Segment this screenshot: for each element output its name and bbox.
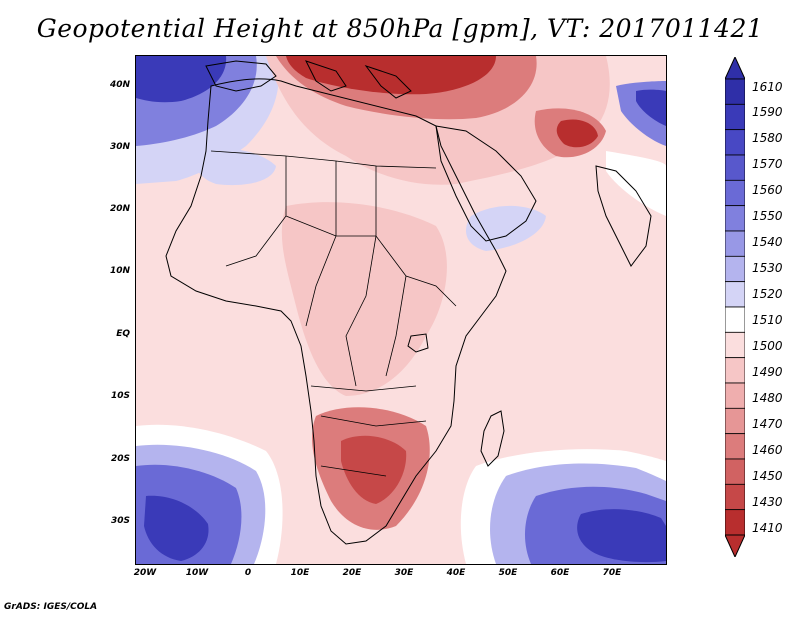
colorbar-swatch xyxy=(725,458,745,485)
lon-label-70e: 70E xyxy=(602,568,622,578)
colorbar-swatch xyxy=(725,382,745,409)
contour-blue-himalaya-deep xyxy=(636,89,666,126)
lat-label-30n: 30N xyxy=(109,142,130,152)
india-outline xyxy=(595,165,652,267)
lon-label-0: 0 xyxy=(244,568,252,578)
colorbar-label-1530: 1530 xyxy=(752,261,783,275)
colorbar-swatch xyxy=(725,230,745,257)
contour-red-southern-africa-deep xyxy=(341,435,407,504)
colorbar-label-1470: 1470 xyxy=(752,417,783,431)
colorbar-label-1560: 1560 xyxy=(752,183,783,197)
contour-red-mediterranean-deep xyxy=(286,56,496,95)
contour-blue-south-indian-deep xyxy=(577,509,666,563)
contour-blue-arabian-sea xyxy=(466,205,546,251)
colorbar-swatch xyxy=(725,306,745,333)
colorbar-swatch xyxy=(725,205,745,232)
lat-label-40n: 40N xyxy=(109,80,130,90)
colorbar-swatch xyxy=(725,509,745,536)
lon-label-30e: 30E xyxy=(394,568,414,578)
colorbar-label-1490: 1490 xyxy=(752,365,783,379)
lon-label-10e: 10E xyxy=(290,568,310,578)
colorbar-swatch xyxy=(725,357,745,384)
colorbar-top-arrow xyxy=(725,57,745,80)
colorbar-swatch xyxy=(725,433,745,460)
colorbar-label-1610: 1610 xyxy=(752,80,783,94)
colorbar-label-1480: 1480 xyxy=(752,391,783,405)
madagascar-outline xyxy=(480,410,505,467)
contour-red-iran-deep xyxy=(556,119,598,148)
lon-label-10w: 10W xyxy=(185,568,209,578)
arabia-outline xyxy=(435,125,537,242)
africa-coastline xyxy=(165,78,507,545)
lon-label-50e: 50E xyxy=(498,568,518,578)
lat-label-10n: 10N xyxy=(109,266,130,276)
colorbar xyxy=(725,57,745,557)
colorbar-label-1510: 1510 xyxy=(752,313,783,327)
colorbar-swatches xyxy=(725,78,745,536)
colorbar-label-1430: 1430 xyxy=(752,495,783,509)
colorbar-label-1590: 1590 xyxy=(752,105,783,119)
colorbar-swatch xyxy=(725,78,745,105)
colorbar-swatch xyxy=(725,331,745,359)
colorbar-label-1500: 1500 xyxy=(752,339,783,353)
colorbar-swatch xyxy=(725,103,745,131)
europe-outline xyxy=(205,60,412,99)
map-plot-area xyxy=(135,55,667,565)
colorbar-label-1520: 1520 xyxy=(752,287,783,301)
lon-label-20w: 20W xyxy=(133,568,157,578)
colorbar-swatch xyxy=(725,255,745,283)
colorbar-label-1460: 1460 xyxy=(752,443,783,457)
colorbar-bottom-arrow xyxy=(725,534,745,557)
lat-label-10s: 10S xyxy=(110,391,130,401)
lon-label-60e: 60E xyxy=(550,568,570,578)
lon-label-40e: 40E xyxy=(446,568,466,578)
colorbar-label-1540: 1540 xyxy=(752,235,783,249)
colorbar-label-1570: 1570 xyxy=(752,157,783,171)
contour-blue-south-atlantic-deep xyxy=(144,495,209,561)
colorbar-swatch xyxy=(725,281,745,308)
colorbar-label-1450: 1450 xyxy=(752,469,783,483)
colorbar-label-1580: 1580 xyxy=(752,131,783,145)
lake-victoria xyxy=(407,333,429,353)
colorbar-swatch xyxy=(725,407,745,435)
lat-label-eq: EQ xyxy=(116,329,130,339)
contour-white-east xyxy=(606,151,666,216)
lat-label-20n: 20N xyxy=(109,204,130,214)
colorbar-swatch xyxy=(725,179,745,207)
contour-blue-north-atlantic-deep xyxy=(136,56,227,103)
lon-label-20e: 20E xyxy=(342,568,362,578)
colorbar-label-1550: 1550 xyxy=(752,209,783,223)
country-borders xyxy=(210,150,457,477)
colorbar-swatch xyxy=(725,483,745,511)
contour-map xyxy=(136,56,666,564)
colorbar-swatch xyxy=(725,154,745,181)
colorbar-label-1410: 1410 xyxy=(752,521,783,535)
contour-blue-sahara-coast xyxy=(194,148,276,186)
colorbar-swatch xyxy=(725,129,745,156)
grads-credit: GrADS: IGES/COLA xyxy=(4,602,98,612)
lat-label-20s: 20S xyxy=(110,454,130,464)
lat-label-30s: 30S xyxy=(110,516,130,526)
map-title: Geopotential Height at 850hPa [gpm], VT:… xyxy=(36,14,764,43)
